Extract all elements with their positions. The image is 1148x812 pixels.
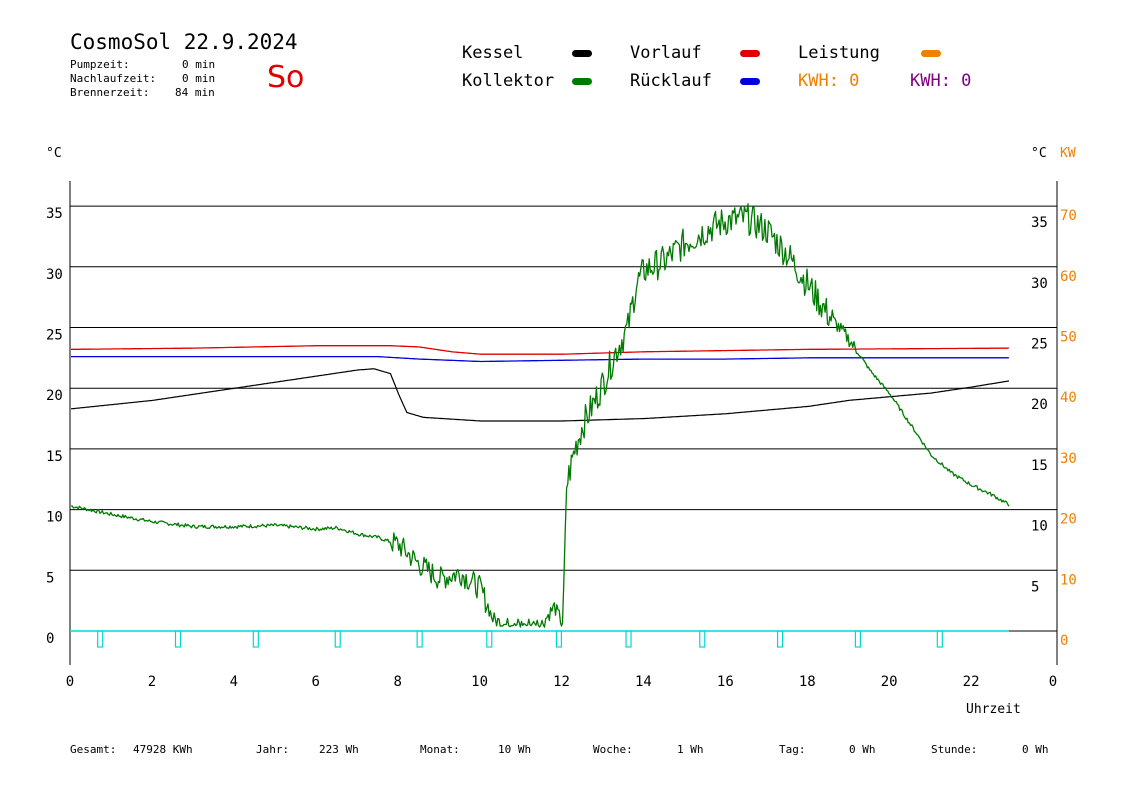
pump-marker bbox=[174, 630, 182, 648]
footer-woche-label: Woche: bbox=[593, 743, 633, 756]
pump-marker bbox=[555, 630, 563, 648]
weekday-label: So bbox=[267, 60, 305, 95]
series-line-vorlauf bbox=[70, 345, 1009, 355]
page-title: CosmoSol 22.9.2024 bbox=[70, 30, 298, 54]
stat-brennerzeit-value: 84 min bbox=[175, 86, 215, 99]
x-axis-label: Uhrzeit bbox=[966, 702, 1021, 717]
y-tick-right: 5 bbox=[1031, 579, 1039, 595]
stat-nachlaufzeit-value: 0 min bbox=[182, 72, 216, 85]
footer-monat-label: Monat: bbox=[420, 743, 460, 756]
x-tick-label: 6 bbox=[312, 674, 320, 690]
x-tick-label: 0 bbox=[1049, 674, 1057, 690]
y-tick-left: 35 bbox=[46, 206, 63, 222]
pump-marker bbox=[936, 630, 943, 648]
pump-marker bbox=[334, 630, 341, 648]
legend-leistung-label: Leistung bbox=[798, 43, 880, 63]
stat-nachlaufzeit-label: Nachlaufzeit: bbox=[70, 72, 157, 85]
y-tick-kw: 30 bbox=[1060, 451, 1077, 467]
y-tick-left: 0 bbox=[46, 631, 54, 647]
x-tick-label: 22 bbox=[963, 674, 980, 690]
y-tick-kw: 10 bbox=[1060, 572, 1077, 588]
x-tick-label: 8 bbox=[393, 674, 401, 690]
series-line-ruecklauf bbox=[71, 355, 1009, 363]
footer-stunde-value: 0 Wh bbox=[1022, 743, 1049, 756]
right-axis-unit-kw: KW bbox=[1060, 146, 1076, 161]
pump-marker bbox=[486, 630, 493, 648]
legend-kollektor-swatch bbox=[572, 78, 592, 85]
footer-monat-value: 10 Wh bbox=[498, 743, 532, 756]
x-tick-label: 12 bbox=[553, 674, 570, 690]
y-tick-kw: 20 bbox=[1060, 512, 1077, 528]
y-tick-right: 35 bbox=[1031, 215, 1048, 231]
y-tick-left: 30 bbox=[46, 267, 63, 283]
footer-stunde-label: Stunde: bbox=[931, 743, 978, 756]
x-tick-label: 0 bbox=[66, 674, 74, 690]
legend-kollektor-label: Kollektor bbox=[462, 71, 555, 91]
legend-ruecklauf-label: Rücklauf bbox=[630, 71, 712, 91]
x-tick-label: 16 bbox=[717, 674, 734, 690]
x-tick-label: 18 bbox=[799, 674, 816, 690]
legend-vorlauf-label: Vorlauf bbox=[630, 43, 702, 63]
y-tick-left: 15 bbox=[46, 449, 63, 465]
series-line-kessel bbox=[70, 368, 1010, 422]
footer-tag-label: Tag: bbox=[779, 743, 806, 756]
y-tick-right: 20 bbox=[1031, 397, 1048, 413]
y-tick-right: 10 bbox=[1031, 519, 1048, 535]
y-tick-kw: 60 bbox=[1060, 269, 1077, 285]
kwh-secondary-value: KWH: 0 bbox=[910, 71, 972, 91]
legend-kessel-swatch bbox=[572, 50, 592, 57]
y-tick-left: 20 bbox=[46, 388, 63, 404]
stat-pumpzeit-label: Pumpzeit: bbox=[70, 58, 130, 71]
kwh-leistung-value: KWH: 0 bbox=[798, 71, 860, 91]
footer-gesamt-value: 47928 KWh bbox=[133, 743, 193, 756]
footer-jahr-value: 223 Wh bbox=[319, 743, 359, 756]
legend-kessel-label: Kessel bbox=[462, 43, 524, 63]
x-tick-label: 10 bbox=[471, 674, 488, 690]
right-axis-unit-celsius: °C bbox=[1031, 146, 1047, 161]
pump-marker bbox=[416, 630, 423, 648]
x-tick-label: 14 bbox=[635, 674, 652, 690]
pump-marker bbox=[854, 630, 862, 648]
legend-vorlauf-swatch bbox=[740, 50, 760, 57]
x-tick-label: 2 bbox=[148, 674, 156, 690]
y-tick-kw: 40 bbox=[1060, 390, 1077, 406]
y-tick-kw: 70 bbox=[1060, 208, 1077, 224]
y-tick-left: 10 bbox=[46, 510, 63, 526]
pump-marker bbox=[625, 630, 632, 648]
y-tick-right: 15 bbox=[1031, 458, 1048, 474]
pump-marker bbox=[252, 630, 259, 648]
footer-tag-value: 0 Wh bbox=[849, 743, 876, 756]
footer-jahr-label: Jahr: bbox=[256, 743, 290, 756]
x-tick-label: 4 bbox=[230, 674, 238, 690]
left-axis-unit: °C bbox=[46, 146, 62, 161]
y-tick-kw: 50 bbox=[1060, 330, 1077, 346]
pump-marker bbox=[97, 630, 104, 648]
series-line-kollektor bbox=[71, 203, 1010, 628]
footer-woche-value: 1 Wh bbox=[677, 743, 704, 756]
x-tick-label: 20 bbox=[881, 674, 898, 690]
y-tick-left: 5 bbox=[46, 570, 54, 586]
y-tick-right: 30 bbox=[1031, 276, 1048, 292]
y-tick-right: 25 bbox=[1031, 337, 1048, 353]
pump-marker bbox=[776, 630, 784, 648]
stat-brennerzeit-label: Brennerzeit: bbox=[70, 86, 150, 99]
y-tick-left: 25 bbox=[46, 328, 63, 344]
pump-marker bbox=[699, 630, 706, 648]
footer-gesamt-label: Gesamt: bbox=[70, 743, 117, 756]
legend-ruecklauf-swatch bbox=[740, 78, 760, 85]
stat-pumpzeit-value: 0 min bbox=[182, 58, 216, 71]
y-tick-kw: 0 bbox=[1060, 633, 1068, 649]
legend-leistung-swatch bbox=[921, 50, 941, 57]
